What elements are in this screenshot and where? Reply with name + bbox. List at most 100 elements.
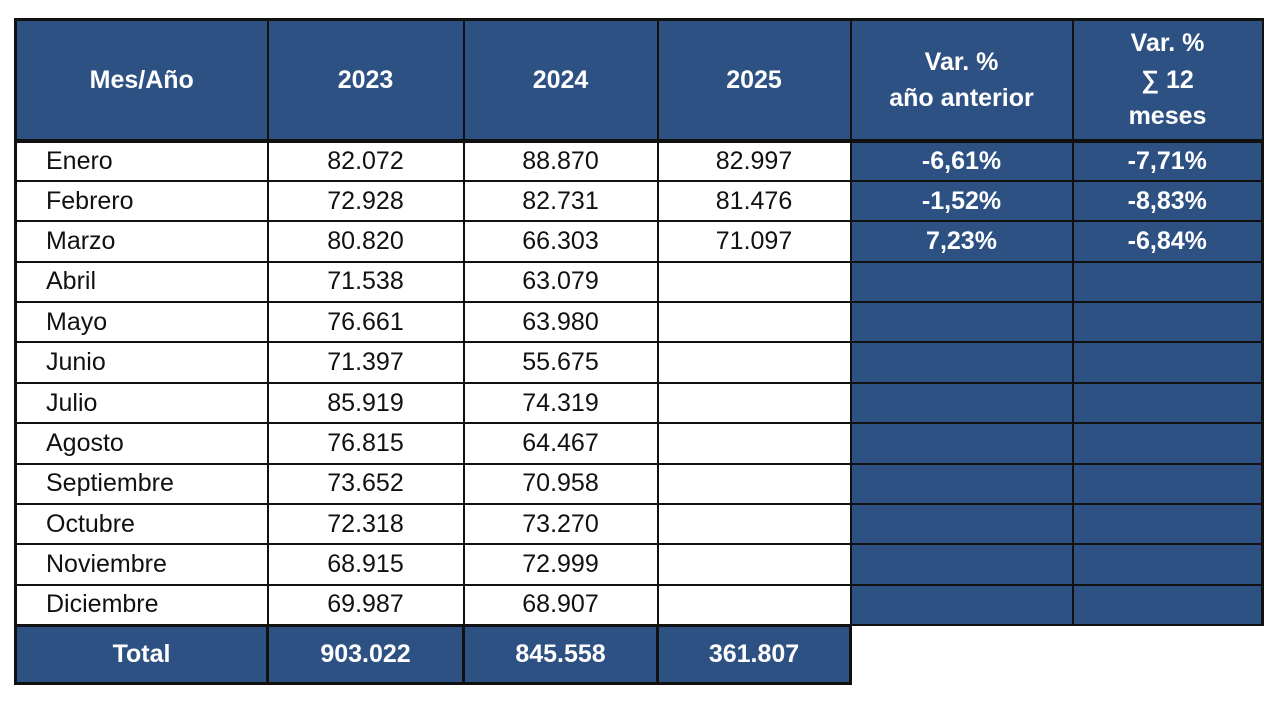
value-2023-cell: 82.072: [266, 139, 465, 182]
var-12-months-cell: [1071, 462, 1264, 506]
header-month: Mes/Año: [14, 18, 269, 143]
var-12-months-cell: -6,84%: [1071, 220, 1264, 263]
value-2024-cell: 88.870: [462, 139, 659, 182]
value-2023-cell: 71.397: [266, 341, 465, 384]
var-previous-year-cell: [849, 503, 1074, 546]
value-2025-cell: [656, 462, 852, 506]
value-2025-cell: [656, 381, 852, 425]
var-12-months-cell: [1071, 503, 1264, 546]
value-2023-cell: 73.652: [266, 462, 465, 506]
data-table-container: Mes/Año 2023 2024 2025 Var. % año anteri…: [14, 18, 1264, 685]
table-row: Marzo 80.820 66.303 71.097 7,23% -6,84%: [14, 220, 1264, 263]
header-var-previous-year-line2: año anterior: [889, 83, 1034, 112]
header-2025: 2025: [656, 18, 852, 143]
var-12-months-cell: [1071, 381, 1264, 425]
value-2024-cell: 73.270: [462, 503, 659, 546]
month-cell: Junio: [14, 341, 269, 384]
table-row: Mayo 76.661 63.980: [14, 301, 1264, 344]
table-row: Febrero 72.928 82.731 81.476 -1,52% -8,83%: [14, 179, 1264, 223]
table-row: Junio 71.397 55.675: [14, 341, 1264, 384]
value-2023-cell: 76.661: [266, 301, 465, 344]
value-2025-cell: [656, 260, 852, 304]
header-2024: 2024: [462, 18, 659, 143]
table-row: Septiembre 73.652 70.958: [14, 462, 1264, 506]
header-var-12-months-line1: Var. %: [1130, 29, 1205, 58]
value-2023-cell: 80.820: [266, 220, 465, 263]
var-previous-year-cell: [849, 381, 1074, 425]
value-2024-cell: 66.303: [462, 220, 659, 263]
var-previous-year-cell: 7,23%: [849, 220, 1074, 263]
value-2024-cell: 70.958: [462, 462, 659, 506]
value-2025-cell: 82.997: [656, 139, 852, 182]
month-cell: Febrero: [14, 179, 269, 223]
value-2025-cell: [656, 301, 852, 344]
value-2025-cell: 71.097: [656, 220, 852, 263]
table-row: Diciembre 69.987 68.907: [14, 583, 1264, 627]
var-12-months-cell: -8,83%: [1071, 179, 1264, 223]
var-12-months-cell: [1071, 260, 1264, 304]
value-2025-cell: [656, 543, 852, 586]
value-2023-cell: 71.538: [266, 260, 465, 304]
table-row: Abril 71.538 63.079: [14, 260, 1264, 304]
var-previous-year-cell: [849, 583, 1074, 627]
value-2024-cell: 72.999: [462, 543, 659, 586]
table-row: Julio 85.919 74.319: [14, 381, 1264, 425]
value-2024-cell: 82.731: [462, 179, 659, 223]
value-2024-cell: 64.467: [462, 422, 659, 465]
var-12-months-cell: [1071, 422, 1264, 465]
var-previous-year-cell: [849, 422, 1074, 465]
value-2025-cell: [656, 341, 852, 384]
total-2023: 903.022: [266, 623, 465, 685]
month-cell: Mayo: [14, 301, 269, 344]
total-label: Total: [14, 623, 269, 685]
header-2023: 2023: [266, 18, 465, 143]
month-cell: Marzo: [14, 220, 269, 263]
value-2025-cell: 81.476: [656, 179, 852, 223]
month-cell: Octubre: [14, 503, 269, 546]
table-row: Enero 82.072 88.870 82.997 -6,61% -7,71%: [14, 139, 1264, 182]
value-2024-cell: 55.675: [462, 341, 659, 384]
var-12-months-cell: [1071, 341, 1264, 384]
value-2024-cell: 74.319: [462, 381, 659, 425]
value-2023-cell: 76.815: [266, 422, 465, 465]
value-2024-cell: 63.079: [462, 260, 659, 304]
value-2025-cell: [656, 503, 852, 546]
month-cell: Abril: [14, 260, 269, 304]
total-row: Total 903.022 845.558 361.807: [14, 623, 1263, 685]
header-var-previous-year-line1: Var. %: [924, 47, 999, 76]
var-previous-year-cell: [849, 543, 1074, 586]
header-var-12-months-line3: meses: [1128, 101, 1207, 130]
var-12-months-cell: -7,71%: [1071, 139, 1264, 182]
total-2024: 845.558: [462, 623, 659, 685]
total-2025: 361.807: [656, 623, 852, 685]
var-previous-year-cell: [849, 341, 1074, 384]
value-2024-cell: 63.980: [462, 301, 659, 344]
total-empty-cell: [1072, 625, 1263, 684]
value-2023-cell: 68.915: [266, 543, 465, 586]
month-cell: Diciembre: [14, 583, 269, 627]
value-2023-cell: 72.318: [266, 503, 465, 546]
var-previous-year-cell: [849, 462, 1074, 506]
month-cell: Julio: [14, 381, 269, 425]
month-cell: Agosto: [14, 422, 269, 465]
month-cell: Septiembre: [14, 462, 269, 506]
table-row: Agosto 76.815 64.467: [14, 422, 1264, 465]
value-2023-cell: 69.987: [266, 583, 465, 627]
table-row: Octubre 72.318 73.270: [14, 503, 1264, 546]
value-2025-cell: [656, 422, 852, 465]
value-2025-cell: [656, 583, 852, 627]
monthly-comparison-table: Mes/Año 2023 2024 2025 Var. % año anteri…: [14, 18, 1264, 685]
header-var-previous-year: Var. % año anterior: [849, 18, 1074, 143]
month-cell: Noviembre: [14, 543, 269, 586]
var-previous-year-cell: -1,52%: [849, 179, 1074, 223]
value-2023-cell: 72.928: [266, 179, 465, 223]
var-previous-year-cell: [849, 301, 1074, 344]
header-row: Mes/Año 2023 2024 2025 Var. % año anteri…: [14, 18, 1264, 143]
month-cell: Enero: [14, 139, 269, 182]
var-previous-year-cell: -6,61%: [849, 139, 1074, 182]
var-12-months-cell: [1071, 583, 1264, 627]
var-previous-year-cell: [849, 260, 1074, 304]
total-empty-cell: [850, 625, 1073, 684]
var-12-months-cell: [1071, 543, 1264, 586]
value-2023-cell: 85.919: [266, 381, 465, 425]
